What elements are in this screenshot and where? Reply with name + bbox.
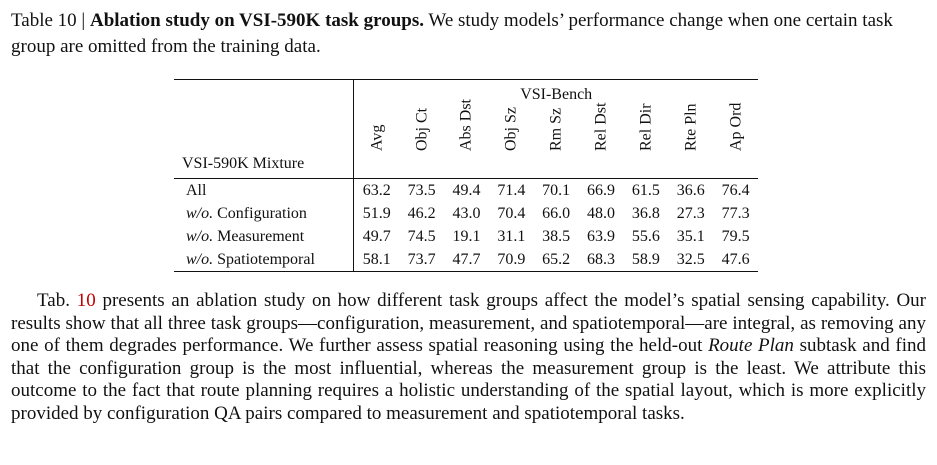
table-cell: 32.5 <box>676 251 705 268</box>
paragraph-italic: Route Plan <box>708 335 794 356</box>
column-header: Rel Dir <box>637 103 655 151</box>
table-cell: 46.2 <box>407 205 436 222</box>
column-header: Obj Ct <box>413 107 431 151</box>
row-label: w/o. Configuration <box>186 205 307 222</box>
table-cell: 31.1 <box>497 228 526 245</box>
table-cell: 70.9 <box>497 251 526 268</box>
table-cell: 38.5 <box>542 228 571 245</box>
caption-text: We study models’ performance change when… <box>11 10 893 57</box>
column-header: Abs Dst <box>457 98 475 151</box>
table-cell: 73.7 <box>407 251 436 268</box>
table-cell: 48.0 <box>587 205 616 222</box>
row-header: VSI-590K Mixture <box>182 155 305 172</box>
table-cell: 66.9 <box>578 178 624 202</box>
table-row: w/o. Measurement 49.7 74.5 19.1 31.1 38.… <box>174 225 758 248</box>
table-cell: 43.0 <box>452 205 481 222</box>
table-cell: 70.4 <box>497 205 526 222</box>
table-cell: 65.2 <box>542 251 571 268</box>
column-header: Rel Dst <box>592 102 610 151</box>
row-label: w/o. Measurement <box>186 228 305 245</box>
body-paragraph: Tab. 10 presents an ablation study on ho… <box>11 290 926 425</box>
paragraph-lead: Tab. <box>37 290 77 311</box>
table-cell: 36.8 <box>631 205 660 222</box>
table-reference-link[interactable]: 10 <box>76 290 96 311</box>
column-header: Rm Sz <box>547 107 565 151</box>
table-cell: 79.5 <box>721 228 750 245</box>
table-cell: 49.4 <box>444 178 489 202</box>
table-cell: 70.1 <box>533 178 579 202</box>
table-cell: 19.1 <box>452 228 481 245</box>
column-header: Ap Ord <box>727 102 745 151</box>
table-cell: 73.5 <box>399 178 445 202</box>
table-cell: 47.7 <box>452 251 481 268</box>
row-label: w/o. Spatiotemporal <box>186 251 315 268</box>
header-spacer <box>174 80 354 109</box>
table-cell: 55.6 <box>631 228 660 245</box>
table-cell: 68.3 <box>587 251 616 268</box>
column-header: Avg <box>353 108 400 179</box>
table-cell: 63.9 <box>587 228 616 245</box>
table-cell: 27.3 <box>676 205 705 222</box>
table-cell: 63.2 <box>353 178 400 202</box>
table-cell: 66.0 <box>542 205 571 222</box>
table-cell: 35.1 <box>676 228 705 245</box>
caption-prefix: Table 10 | <box>11 10 90 31</box>
paragraph-text: subtask and find that the configuration … <box>11 335 926 424</box>
caption-title: Ablation study on VSI-590K task groups. <box>89 10 424 31</box>
table-cell: 61.5 <box>623 178 669 202</box>
paragraph-text: presents an ablation study on how differ… <box>11 290 926 356</box>
table-cell: 74.5 <box>407 228 436 245</box>
table-cell: 76.4 <box>713 178 758 202</box>
table-cell: 51.9 <box>353 202 400 225</box>
table-cell: 77.3 <box>721 205 750 222</box>
ablation-table: VSI-Bench VSI-590K Mixture Avg Obj Ct Ab… <box>174 79 758 272</box>
group-header: VSI-Bench <box>353 79 758 108</box>
table-cell: 36.6 <box>668 178 714 202</box>
table-row: All 63.2 73.5 49.4 71.4 70.1 66.9 61.5 3… <box>174 178 758 202</box>
table-row: w/o. Configuration 51.9 46.2 43.0 70.4 6… <box>174 202 758 225</box>
table-cell: 58.1 <box>353 248 400 272</box>
table-cell: 49.7 <box>353 225 400 248</box>
table-row: w/o. Spatiotemporal 58.1 73.7 47.7 70.9 … <box>174 248 758 272</box>
table-cell: 47.6 <box>721 251 750 268</box>
table-cell: 58.9 <box>631 251 660 268</box>
row-label: All <box>174 178 354 202</box>
table-cell: 71.4 <box>488 178 534 202</box>
table-caption: Table 10 | Ablation study on VSI-590K ta… <box>11 8 926 60</box>
column-header: Rte Pln <box>682 103 700 151</box>
column-header: Obj Sz <box>502 107 520 151</box>
